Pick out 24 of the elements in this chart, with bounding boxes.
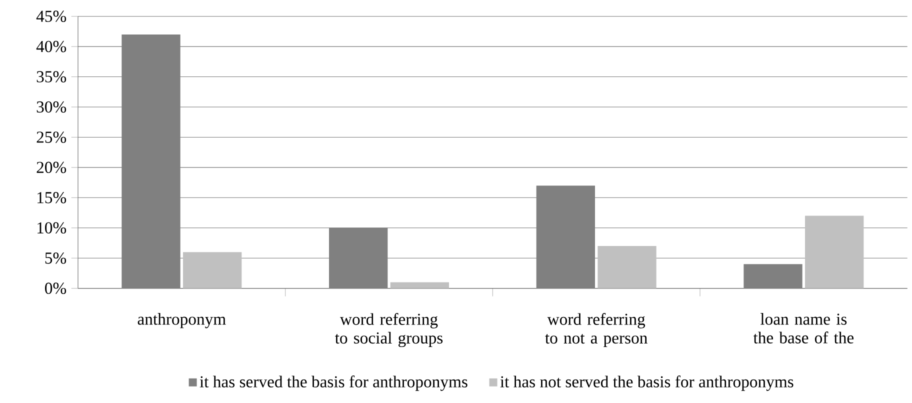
y-tick-label: 10% [38,222,66,234]
y-tick-label: 25% [36,132,66,143]
y-tick-label: 5% [45,252,66,264]
x-tick-label: word referring to not a person [545,313,648,347]
legend-label: it has not served the basis for anthroponyms [500,376,794,391]
x-tick-label: anthroponym [138,313,226,328]
x-tick-label: word referring to social groups [335,313,443,348]
bar [390,282,450,288]
y-tick-label: 0% [45,282,66,294]
bar [122,34,180,288]
bar [329,228,388,288]
y-tick-label: 45% [36,10,66,22]
y-tick-label: 15% [38,192,66,204]
bar [183,252,242,288]
bar [598,246,656,288]
y-tick-label: 20% [36,162,66,174]
legend-label: it has served the basis for anthroponyms [200,376,468,391]
y-tick-label: 40% [36,40,66,52]
y-tick-label: 35% [36,71,66,82]
x-tick-label: loan name is the base of the [753,313,854,344]
bar [805,216,864,288]
bar [536,186,596,288]
y-tick-label: 30% [36,101,66,113]
bar [744,264,802,288]
